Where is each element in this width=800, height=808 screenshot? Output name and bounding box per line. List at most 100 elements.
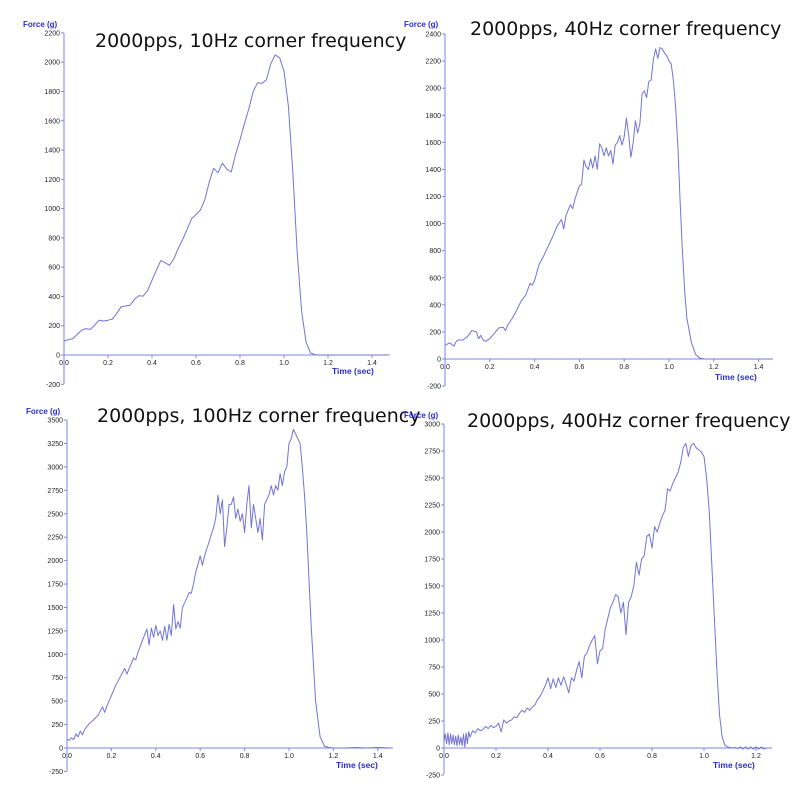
- x-tick-label: 0.0: [439, 753, 449, 760]
- y-tick-label: 1750: [47, 582, 63, 589]
- y-tick-label: 800: [48, 235, 60, 242]
- x-axis-label: Time (sec): [715, 372, 757, 382]
- y-tick-label: 0: [436, 746, 440, 753]
- x-axis-label: Time (sec): [332, 366, 374, 376]
- force-series-line: [443, 442, 767, 750]
- x-tick-label: 1.2: [323, 360, 333, 367]
- y-tick-label: 750: [428, 665, 440, 672]
- x-tick-label: 0.8: [235, 360, 245, 367]
- y-tick-label: 0: [437, 357, 441, 364]
- y-tick-label: 500: [428, 692, 440, 699]
- x-tick-label: 0.8: [647, 753, 657, 760]
- x-tick-label: 0.2: [491, 753, 501, 760]
- y-tick-label: 250: [51, 722, 63, 729]
- y-tick-label: 800: [429, 248, 441, 255]
- x-tick-label: 1.0: [664, 364, 674, 371]
- x-tick-label: 0.4: [530, 364, 540, 371]
- y-tick-label: 750: [51, 675, 63, 682]
- x-tick-label: 0.6: [191, 360, 201, 367]
- chart-panel-10hz: 2000pps, 10Hz corner frequency Force (g)…: [23, 20, 406, 389]
- y-tick-label: 2000: [47, 558, 63, 565]
- y-tick-label: -250: [426, 773, 440, 780]
- chart-panel-100hz: 2000pps, 100Hz corner frequency Force (g…: [26, 405, 420, 776]
- y-tick-label: 1250: [47, 628, 63, 635]
- x-tick-label: 1.2: [751, 753, 761, 760]
- x-tick-label: 0.0: [62, 753, 72, 760]
- y-tick-label: 2250: [424, 503, 440, 510]
- x-axis-label: Time (sec): [713, 760, 755, 770]
- force-series-line: [66, 428, 392, 749]
- y-tick-label: 1250: [424, 611, 440, 618]
- y-tick-label: 1000: [47, 652, 63, 659]
- x-tick-label: 0.2: [107, 753, 117, 760]
- chart-title: 2000pps, 100Hz corner frequency: [97, 405, 420, 427]
- x-tick-label: 0.2: [103, 360, 113, 367]
- axes: -250 0 250 500 750 1000 1250 1500 1750 2000 2250 25…: [47, 418, 393, 776]
- y-tick-label: 200: [429, 329, 441, 336]
- y-tick-label: -200: [427, 384, 441, 391]
- y-tick-label: 1000: [424, 638, 440, 645]
- y-tick-label: 1400: [425, 167, 441, 174]
- y-tick-label: 1400: [44, 148, 60, 155]
- x-tick-label: 0.4: [147, 360, 157, 367]
- y-tick-label: 1500: [424, 584, 440, 591]
- chart-panel-40hz: 2000pps, 40Hz corner frequency Force (g)…: [404, 18, 781, 391]
- chart-title: 2000pps, 40Hz corner frequency: [470, 18, 781, 40]
- y-tick-label: 2200: [425, 59, 441, 66]
- y-tick-label: 400: [48, 294, 60, 301]
- y-tick-label: 2500: [424, 476, 440, 483]
- y-tick-label: 1800: [44, 89, 60, 96]
- y-tick-label: 2750: [424, 449, 440, 456]
- y-tick-label: 3000: [424, 422, 440, 429]
- x-tick-label: 1.4: [373, 753, 383, 760]
- y-tick-label: 1000: [425, 221, 441, 228]
- y-tick-label: 3000: [47, 464, 63, 471]
- x-tick-label: 0.2: [485, 364, 495, 371]
- x-tick-label: 0.6: [575, 364, 585, 371]
- x-tick-label: 0.8: [619, 364, 629, 371]
- y-tick-label: 2200: [44, 30, 60, 37]
- x-tick-label: 1.2: [329, 753, 339, 760]
- x-tick-label: 0.0: [59, 360, 69, 367]
- y-axis-label: Force (g): [26, 407, 61, 416]
- x-tick-label: 0.4: [543, 753, 553, 760]
- x-tick-label: 1.4: [367, 360, 377, 367]
- y-tick-label: 2400: [425, 32, 441, 39]
- y-tick-label: 0: [56, 353, 60, 360]
- axes: -250 0 250 500 750 1000 1250 1500 1750 2000 2250 25…: [424, 422, 772, 780]
- force-series-line: [444, 47, 773, 360]
- y-tick-label: 600: [429, 275, 441, 282]
- y-tick-label: 2000: [424, 530, 440, 537]
- chart-title: 2000pps, 400Hz corner frequency: [467, 410, 790, 432]
- y-tick-label: 3500: [47, 418, 63, 425]
- force-series-line: [63, 54, 388, 356]
- y-tick-label: 200: [48, 323, 60, 330]
- chart-title: 2000pps, 10Hz corner frequency: [95, 30, 406, 52]
- x-tick-label: 1.2: [709, 364, 719, 371]
- x-tick-label: 1.0: [699, 753, 709, 760]
- y-axis-label: Force (g): [23, 20, 58, 29]
- y-tick-label: 250: [428, 719, 440, 726]
- y-tick-label: 1200: [44, 177, 60, 184]
- y-tick-label: 0: [59, 746, 63, 753]
- y-tick-label: 2000: [425, 86, 441, 93]
- y-tick-label: 1000: [44, 206, 60, 213]
- axes: -200 0 200 400 600 800 1000 1200 1400 1600 1800 200…: [44, 30, 390, 389]
- y-tick-label: 2250: [47, 535, 63, 542]
- y-tick-label: 1800: [425, 113, 441, 120]
- x-tick-label: 1.0: [284, 753, 294, 760]
- y-tick-label: -250: [49, 769, 63, 776]
- y-tick-label: 2500: [47, 511, 63, 518]
- x-tick-label: 0.0: [440, 364, 450, 371]
- y-axis-label: Force (g): [404, 20, 439, 29]
- x-tick-label: 1.0: [279, 360, 289, 367]
- y-tick-label: 1600: [425, 140, 441, 147]
- y-tick-label: 500: [51, 699, 63, 706]
- y-tick-label: 2750: [47, 488, 63, 495]
- chart-panel-400hz: 2000pps, 400Hz corner frequency Force (g…: [404, 410, 790, 780]
- y-tick-label: 600: [48, 265, 60, 272]
- y-tick-label: 1600: [44, 118, 60, 125]
- x-tick-label: 0.4: [151, 753, 161, 760]
- y-axis-label: Force (g): [404, 411, 439, 420]
